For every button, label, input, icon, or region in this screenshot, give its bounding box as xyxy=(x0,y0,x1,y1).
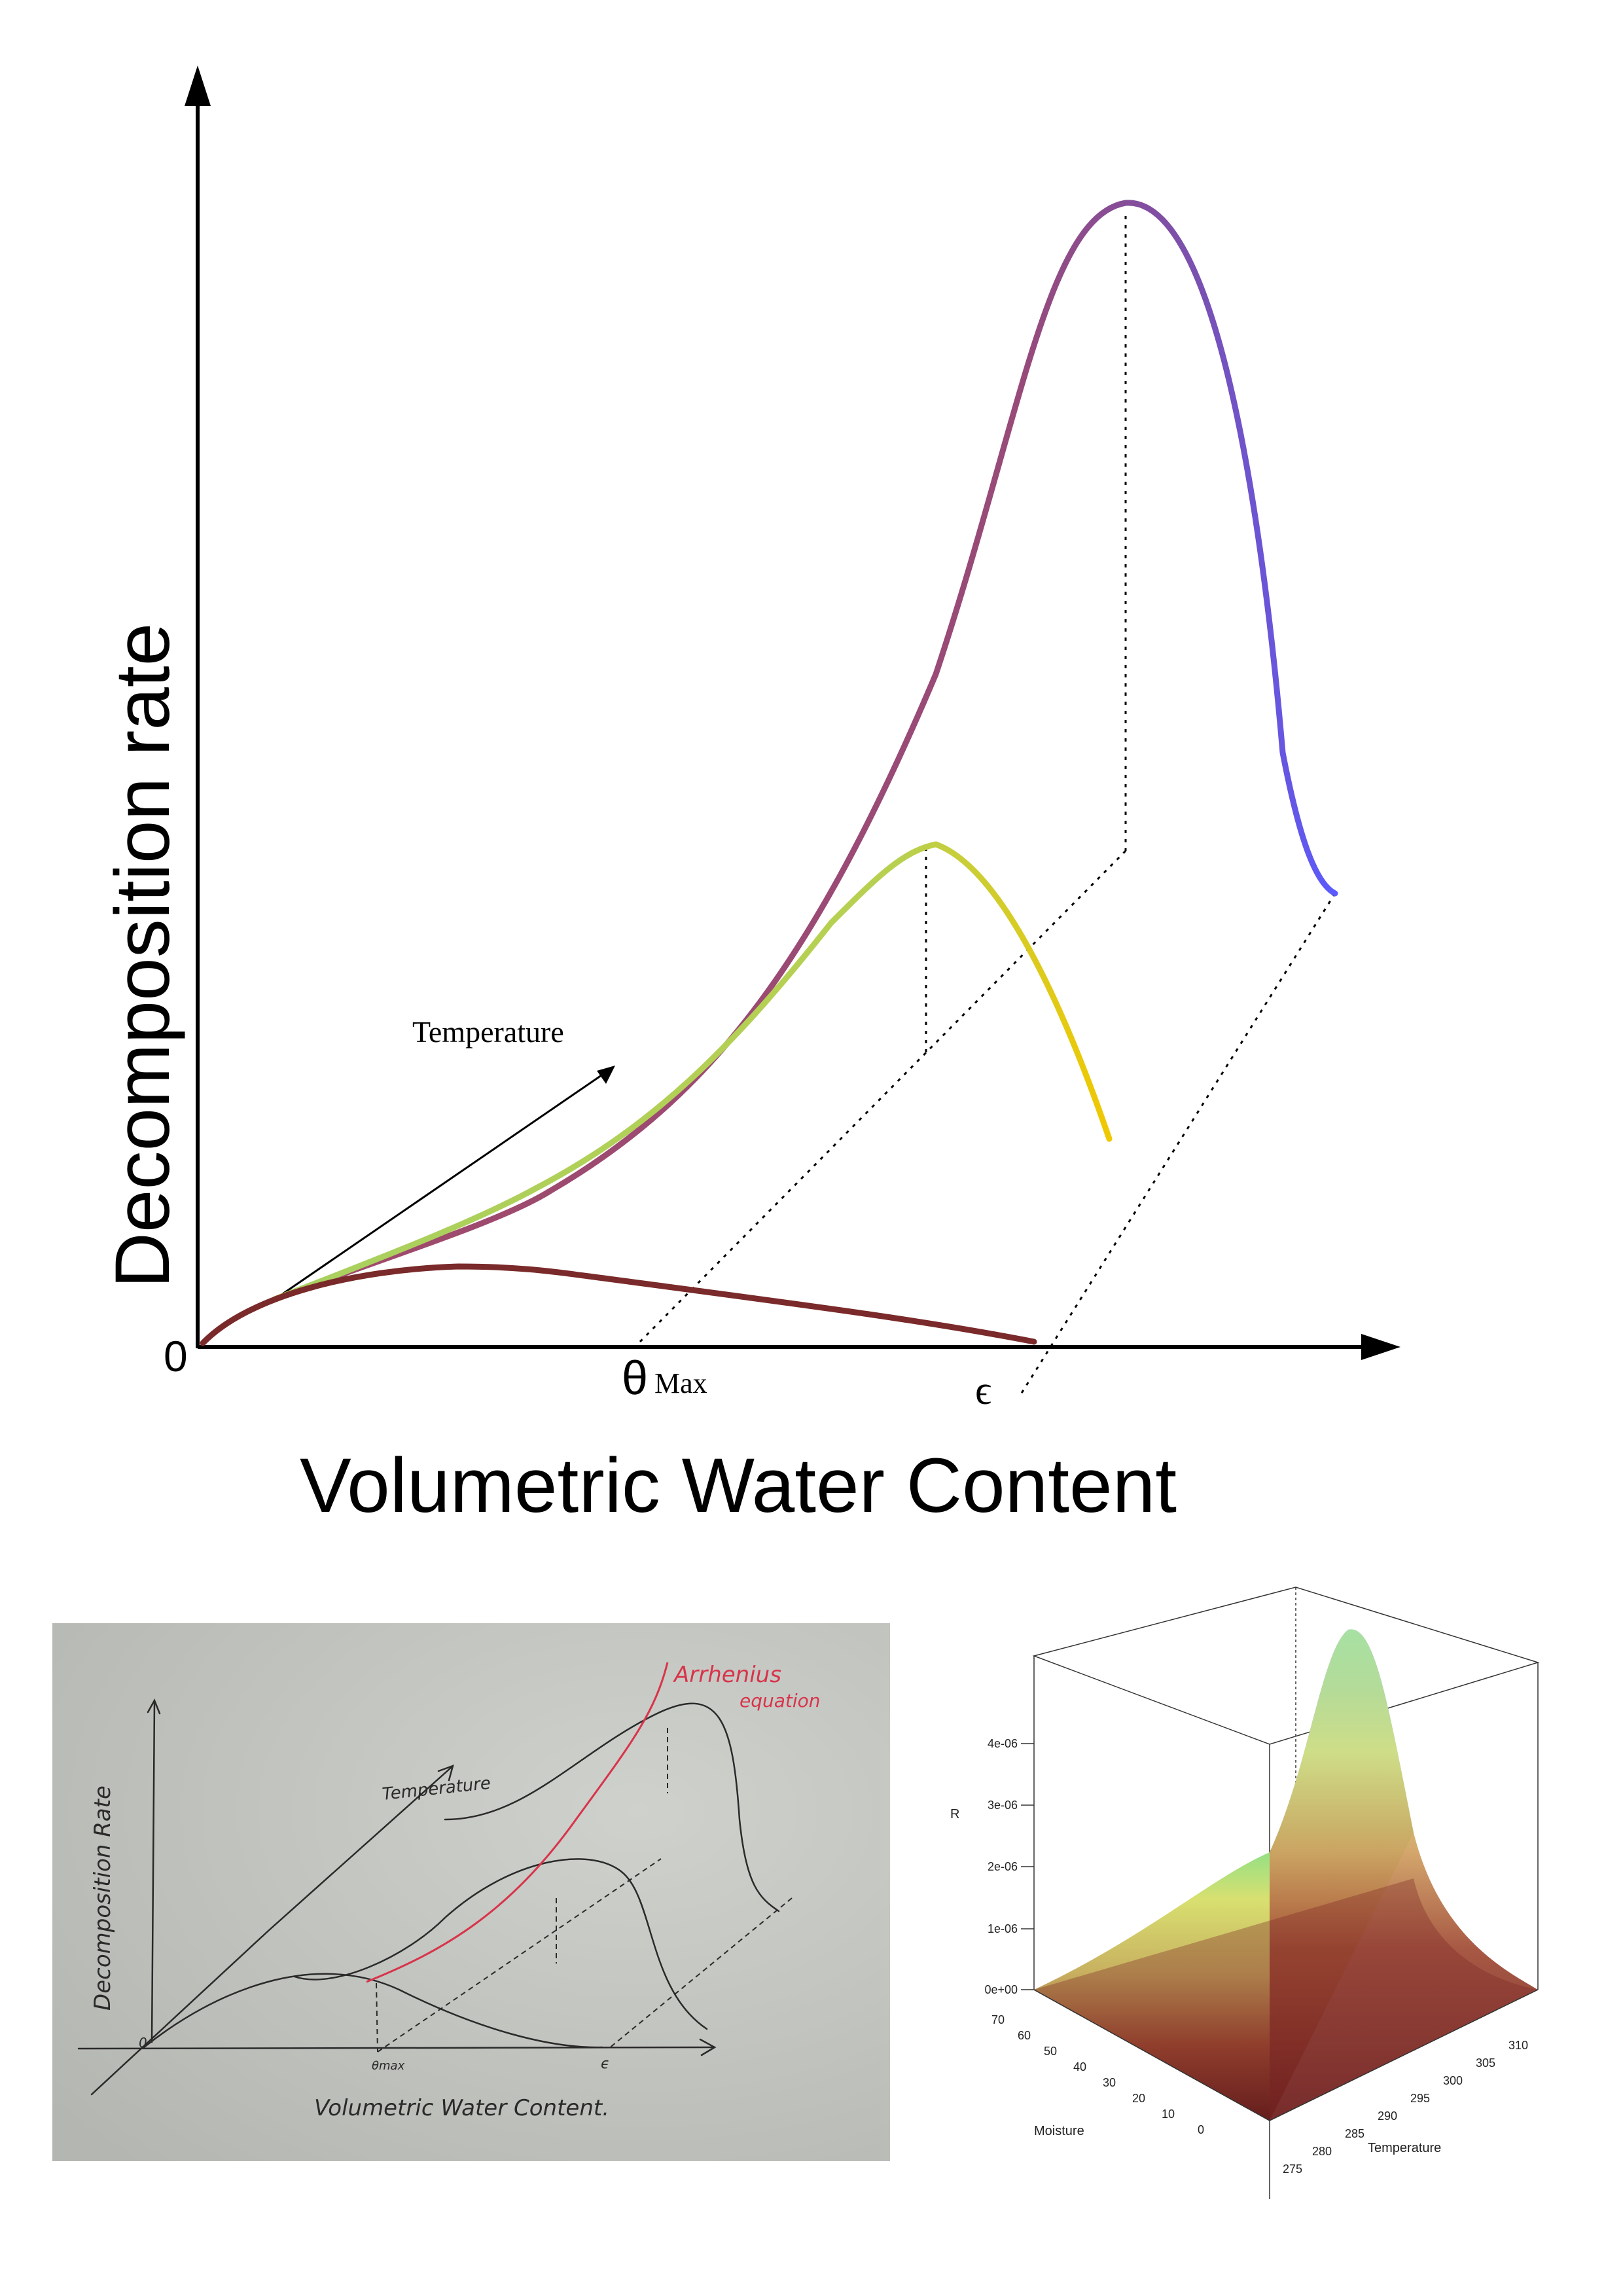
temperature-tick-7: 310 xyxy=(1508,2039,1528,2052)
moisture-tick-5: 50 xyxy=(1044,2045,1057,2058)
main-decomposition-diagram: Decomposition rate Volumetric Water Cont… xyxy=(99,65,1400,1529)
sketch-epsilon-label: ϵ xyxy=(601,2056,610,2072)
z-axis-label: R xyxy=(950,1807,959,1821)
x-axis-label: Volumetric Water Content xyxy=(300,1443,1177,1529)
high-temperature-curve xyxy=(272,200,1338,1302)
moisture-ticks: 0 10 20 30 40 50 60 70 xyxy=(991,2013,1204,2136)
surface-floor xyxy=(1034,1878,1538,2121)
moisture-tick-3: 30 xyxy=(1103,2076,1116,2089)
sketch-x-axis-label: Volumetric Water Content. xyxy=(314,2095,609,2121)
surface-front-face xyxy=(1270,1629,1538,2121)
x-axis-arrowhead xyxy=(1361,1334,1400,1360)
y-axis-arrowhead xyxy=(185,65,211,106)
sketch-dashed xyxy=(376,1728,793,2053)
moisture-tick-2: 20 xyxy=(1132,2092,1145,2105)
temperature-tick-1: 280 xyxy=(1312,2145,1332,2158)
sketch-theta-label: θmax xyxy=(372,2059,405,2073)
moisture-axis-label: Moisture xyxy=(1034,2124,1084,2138)
arrhenius-curve xyxy=(366,1662,669,1983)
epsilon-label: ϵ xyxy=(975,1369,991,1413)
sketch-lines xyxy=(77,1698,780,2096)
z-tick-1: 1e-06 xyxy=(988,1922,1018,1935)
temperature-axis-label: Temperature xyxy=(1368,2141,1441,2155)
temperature-arrow xyxy=(274,1067,613,1300)
temperature-ticks: 275 280 285 290 295 300 305 310 xyxy=(1283,2039,1528,2176)
sketch-photo: Decomposition Rate Volumetric Water Cont… xyxy=(52,1623,890,2161)
sketch-origin-label: 0 xyxy=(139,2035,147,2051)
temperature-tick-3: 290 xyxy=(1378,2109,1397,2123)
theta-max-subscript: Max xyxy=(654,1367,707,1399)
surface-plot: 0e+00 1e-06 2e-06 3e-06 4e-06 R 0 10 20 … xyxy=(950,1587,1540,2199)
mid-temperature-curve xyxy=(272,841,1113,1302)
moisture-tick-1: 10 xyxy=(1162,2108,1175,2121)
z-tick-0: 0e+00 xyxy=(984,1983,1018,1996)
z-tick-2: 2e-06 xyxy=(988,1860,1018,1873)
sketch-y-axis-label: Decomposition Rate xyxy=(90,1785,116,2011)
temperature-tick-5: 300 xyxy=(1443,2074,1463,2087)
temperature-arrowhead xyxy=(597,1066,615,1084)
plot-box-front xyxy=(1033,1989,1539,2121)
low-temperature-curve xyxy=(200,1263,1037,1346)
dotted-guides xyxy=(633,216,1336,1395)
moisture-tick-7: 70 xyxy=(991,2013,1005,2026)
moisture-tick-4: 40 xyxy=(1073,2060,1086,2073)
arrhenius-label-line1: Arrhenius xyxy=(673,1662,781,1688)
origin-label: 0 xyxy=(164,1332,188,1380)
theta-max-symbol: θ xyxy=(622,1352,648,1405)
moisture-tick-0: 0 xyxy=(1198,2123,1204,2136)
arrhenius-label-line2: equation xyxy=(740,1690,821,1712)
temperature-label: Temperature xyxy=(412,1015,564,1049)
temperature-tick-2: 285 xyxy=(1345,2127,1364,2140)
temperature-tick-6: 305 xyxy=(1476,2056,1495,2070)
paper-background xyxy=(52,1623,890,2161)
moisture-tick-6: 60 xyxy=(1018,2029,1031,2042)
temperature-tick-4: 295 xyxy=(1410,2092,1430,2105)
temperature-tick-0: 275 xyxy=(1283,2162,1302,2176)
y-axis-label: Decomposition rate xyxy=(99,623,186,1289)
z-tick-3: 3e-06 xyxy=(988,1799,1018,1812)
z-axis-ticks xyxy=(1021,1743,1034,1990)
z-tick-4: 4e-06 xyxy=(988,1737,1018,1750)
